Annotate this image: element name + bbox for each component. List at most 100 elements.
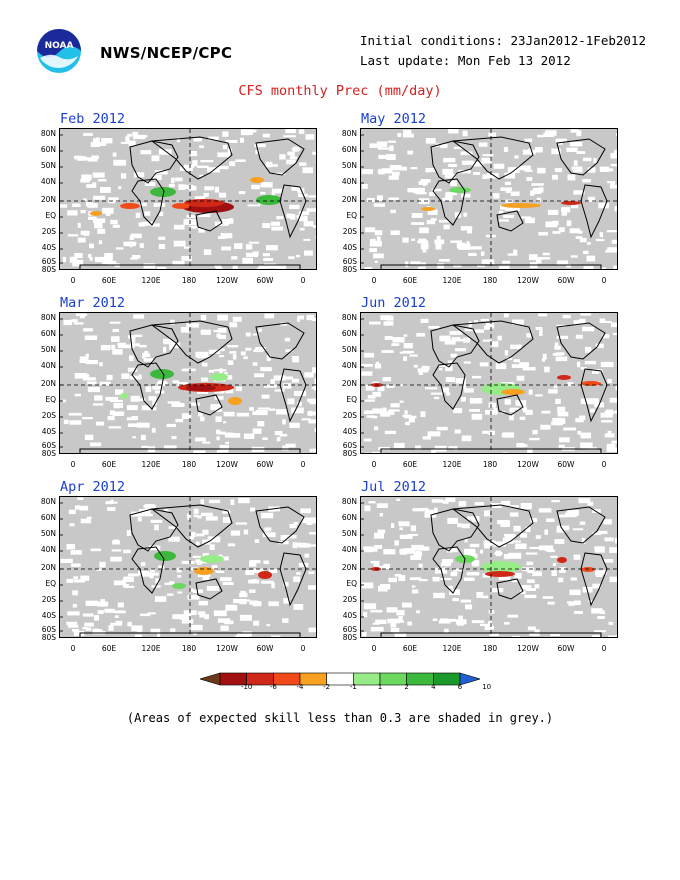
precip-anomaly-area — [581, 381, 601, 386]
lat-label: 40S — [342, 427, 357, 436]
lon-label: 120E — [141, 460, 161, 469]
coastline — [79, 264, 301, 269]
lat-label: 60S — [342, 625, 357, 634]
coastline — [129, 508, 179, 552]
lat-label: 40N — [341, 545, 357, 554]
lat-label: 60S — [342, 257, 357, 266]
lat-label: 40S — [41, 611, 56, 620]
coastline — [150, 136, 233, 180]
lat-label: 40N — [40, 361, 56, 370]
precip-anomaly-area — [90, 211, 102, 216]
panel-title-jul: Jul 2012 — [361, 479, 427, 495]
map-panel-mar — [59, 312, 317, 454]
lon-label: 60W — [256, 460, 274, 469]
coastline — [129, 140, 179, 184]
lon-label: 180 — [482, 460, 498, 469]
precip-anomaly-area — [154, 551, 176, 561]
lon-label: 60W — [557, 460, 575, 469]
precip-anomaly-area — [258, 571, 272, 579]
lon-label: 0 — [70, 644, 76, 653]
coastline — [279, 552, 307, 607]
lat-label: 40N — [40, 545, 56, 554]
coastline — [496, 394, 524, 416]
page-title: CFS monthly Prec (mm/day) — [238, 83, 442, 99]
coastline — [131, 362, 165, 410]
colorbar-label: -2 — [323, 683, 331, 691]
precip-anomaly-area — [194, 567, 214, 575]
coastline — [496, 578, 524, 600]
lon-label: 60E — [402, 644, 418, 653]
lon-label: 60E — [101, 276, 117, 285]
coastline — [195, 394, 223, 416]
map-canvas — [361, 497, 617, 637]
agency-name: NWS/NCEP/CPC — [100, 44, 233, 62]
map-canvas — [60, 129, 316, 269]
lat-label: 50N — [341, 345, 357, 354]
lon-label: 120W — [517, 644, 539, 653]
colorbar — [200, 672, 480, 686]
initial-conditions: Initial conditions: 23Jan2012-1Feb2012 — [360, 33, 646, 48]
lat-label: 40S — [342, 611, 357, 620]
panel-title-feb: Feb 2012 — [60, 111, 126, 127]
lon-label: 60E — [101, 644, 117, 653]
coastline — [279, 368, 307, 423]
lat-label: 50N — [341, 161, 357, 170]
map-canvas — [60, 313, 316, 453]
lon-label: 180 — [482, 276, 498, 285]
precip-anomaly-area — [172, 583, 186, 589]
map-panel-feb — [59, 128, 317, 270]
precip-anomaly-area — [581, 567, 595, 572]
coastline — [451, 136, 534, 180]
noaa-logo: NOAA — [36, 28, 82, 74]
coastline — [150, 320, 233, 364]
lon-label: 0 — [601, 460, 607, 469]
colorbar-label: -6 — [269, 683, 277, 691]
lat-label: 20N — [341, 195, 357, 204]
lat-label: EQ — [45, 395, 56, 404]
coastline — [432, 546, 466, 594]
lat-label: 60N — [40, 513, 56, 522]
panel-title-mar: Mar 2012 — [60, 295, 126, 311]
colorbar-label: -1 — [349, 683, 357, 691]
lat-label: 80N — [341, 313, 357, 322]
lat-label: 50N — [341, 529, 357, 538]
precip-anomaly-area — [186, 385, 216, 391]
precip-anomaly-area — [557, 375, 571, 380]
coastline — [131, 178, 165, 226]
precip-anomaly-area — [120, 393, 128, 399]
map-panel-jun — [360, 312, 618, 454]
precip-anomaly-area — [250, 177, 264, 183]
coastline — [432, 178, 466, 226]
lon-label: 60E — [402, 276, 418, 285]
map-canvas — [361, 313, 617, 453]
precip-anomaly-area — [256, 195, 282, 205]
lat-label: 60N — [40, 145, 56, 154]
precip-anomaly-area — [501, 203, 541, 208]
lat-label: 80N — [40, 313, 56, 322]
lon-label: 120E — [442, 460, 462, 469]
lat-label: 40N — [40, 177, 56, 186]
lon-label: 120E — [442, 276, 462, 285]
coastline — [380, 448, 602, 453]
lat-label: 20N — [341, 379, 357, 388]
lon-label: 0 — [70, 276, 76, 285]
lat-label: 20N — [341, 563, 357, 572]
lat-label: 20S — [342, 595, 357, 604]
precip-anomaly-area — [557, 557, 567, 563]
colorbar-label: 1 — [377, 683, 383, 691]
lon-label: 180 — [482, 644, 498, 653]
lat-label: 80S — [41, 449, 56, 458]
map-panel-may — [360, 128, 618, 270]
lat-label: 20S — [41, 595, 56, 604]
coastline — [580, 552, 608, 607]
lon-label: 120W — [216, 276, 238, 285]
coastline — [255, 138, 305, 176]
lat-label: 60N — [40, 329, 56, 338]
coastline — [195, 578, 223, 600]
coastline — [380, 264, 602, 269]
coastline — [380, 632, 602, 637]
colorbar-arrow-left — [200, 672, 221, 686]
lat-label: 60S — [41, 257, 56, 266]
lat-label: 60N — [341, 145, 357, 154]
lat-label: 80S — [41, 265, 56, 274]
